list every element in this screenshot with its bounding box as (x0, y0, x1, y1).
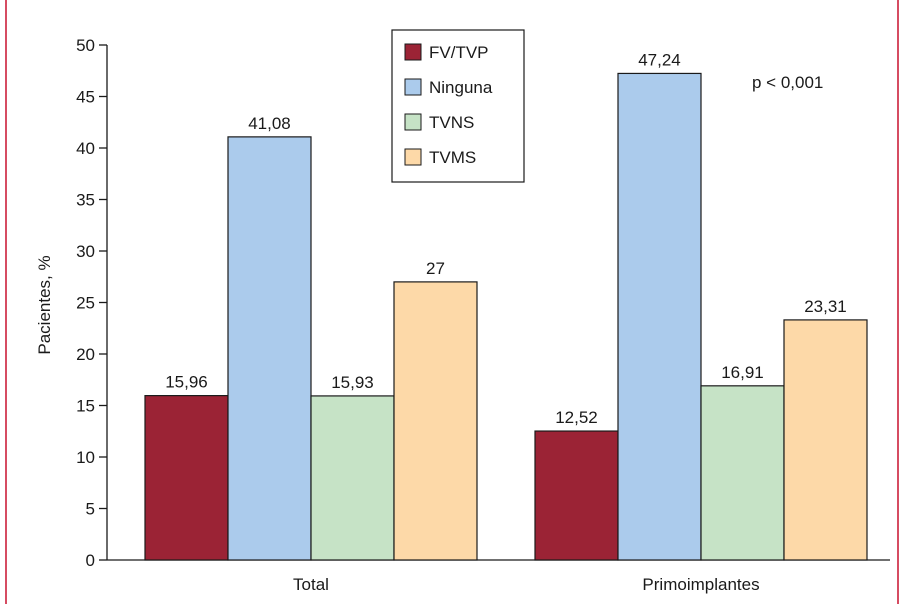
y-tick-label: 35 (76, 191, 95, 210)
bar-tvns-primoimplantes (700, 385, 785, 561)
data-label: 15,93 (331, 373, 374, 392)
y-tick-label: 5 (86, 500, 95, 519)
y-tick-label: 50 (76, 36, 95, 55)
y-axis: 0 5 10 15 20 25 30 35 40 45 50 (76, 36, 108, 570)
data-label: 23,31 (804, 297, 847, 316)
y-tick-label: 0 (86, 551, 95, 570)
bar-ninguna-primoimplantes (617, 72, 702, 561)
p-value-annotation: p < 0,001 (752, 73, 823, 92)
legend-label: TVNS (429, 113, 474, 132)
category-labels: Total Primoimplantes (293, 575, 760, 594)
bar-tvms-total (393, 281, 478, 561)
bar-fv-tvp-total (144, 395, 229, 561)
legend-swatch (404, 113, 422, 131)
frame-lines (5, 0, 899, 604)
data-label: 12,52 (555, 408, 598, 427)
data-label: 15,96 (165, 373, 208, 392)
y-tick-label: 40 (76, 139, 95, 158)
legend-label: TVMS (429, 148, 476, 167)
data-label: 47,24 (638, 50, 681, 69)
y-tick-label: 45 (76, 88, 95, 107)
y-tick-label: 25 (76, 294, 95, 313)
y-tick-label: 10 (76, 448, 95, 467)
bars (144, 72, 868, 561)
legend: FV/TVP Ninguna TVNS TVMS (391, 29, 525, 183)
data-label: 27 (426, 259, 445, 278)
legend-swatch (404, 43, 422, 61)
x-category-label: Primoimplantes (642, 575, 759, 594)
bar-fv-tvp-primoimplantes (534, 430, 619, 561)
legend-swatch (404, 148, 422, 166)
bar-tvns-total (310, 395, 395, 561)
x-category-label: Total (293, 575, 329, 594)
legend-swatch (404, 78, 422, 96)
y-axis-label: Pacientes, % (35, 255, 54, 354)
y-tick-label: 30 (76, 242, 95, 261)
bar-tvms-primoimplantes (783, 319, 868, 561)
bar-ninguna-total (227, 136, 312, 561)
legend-label: FV/TVP (429, 43, 489, 62)
legend-label: Ninguna (429, 78, 493, 97)
y-tick-label: 15 (76, 397, 95, 416)
data-label: 16,91 (721, 363, 764, 382)
y-tick-label: 20 (76, 345, 95, 364)
data-labels: 15,96 41,08 15,93 27 12,52 47,24 16,91 23,31 (165, 50, 847, 427)
data-label: 41,08 (248, 114, 291, 133)
